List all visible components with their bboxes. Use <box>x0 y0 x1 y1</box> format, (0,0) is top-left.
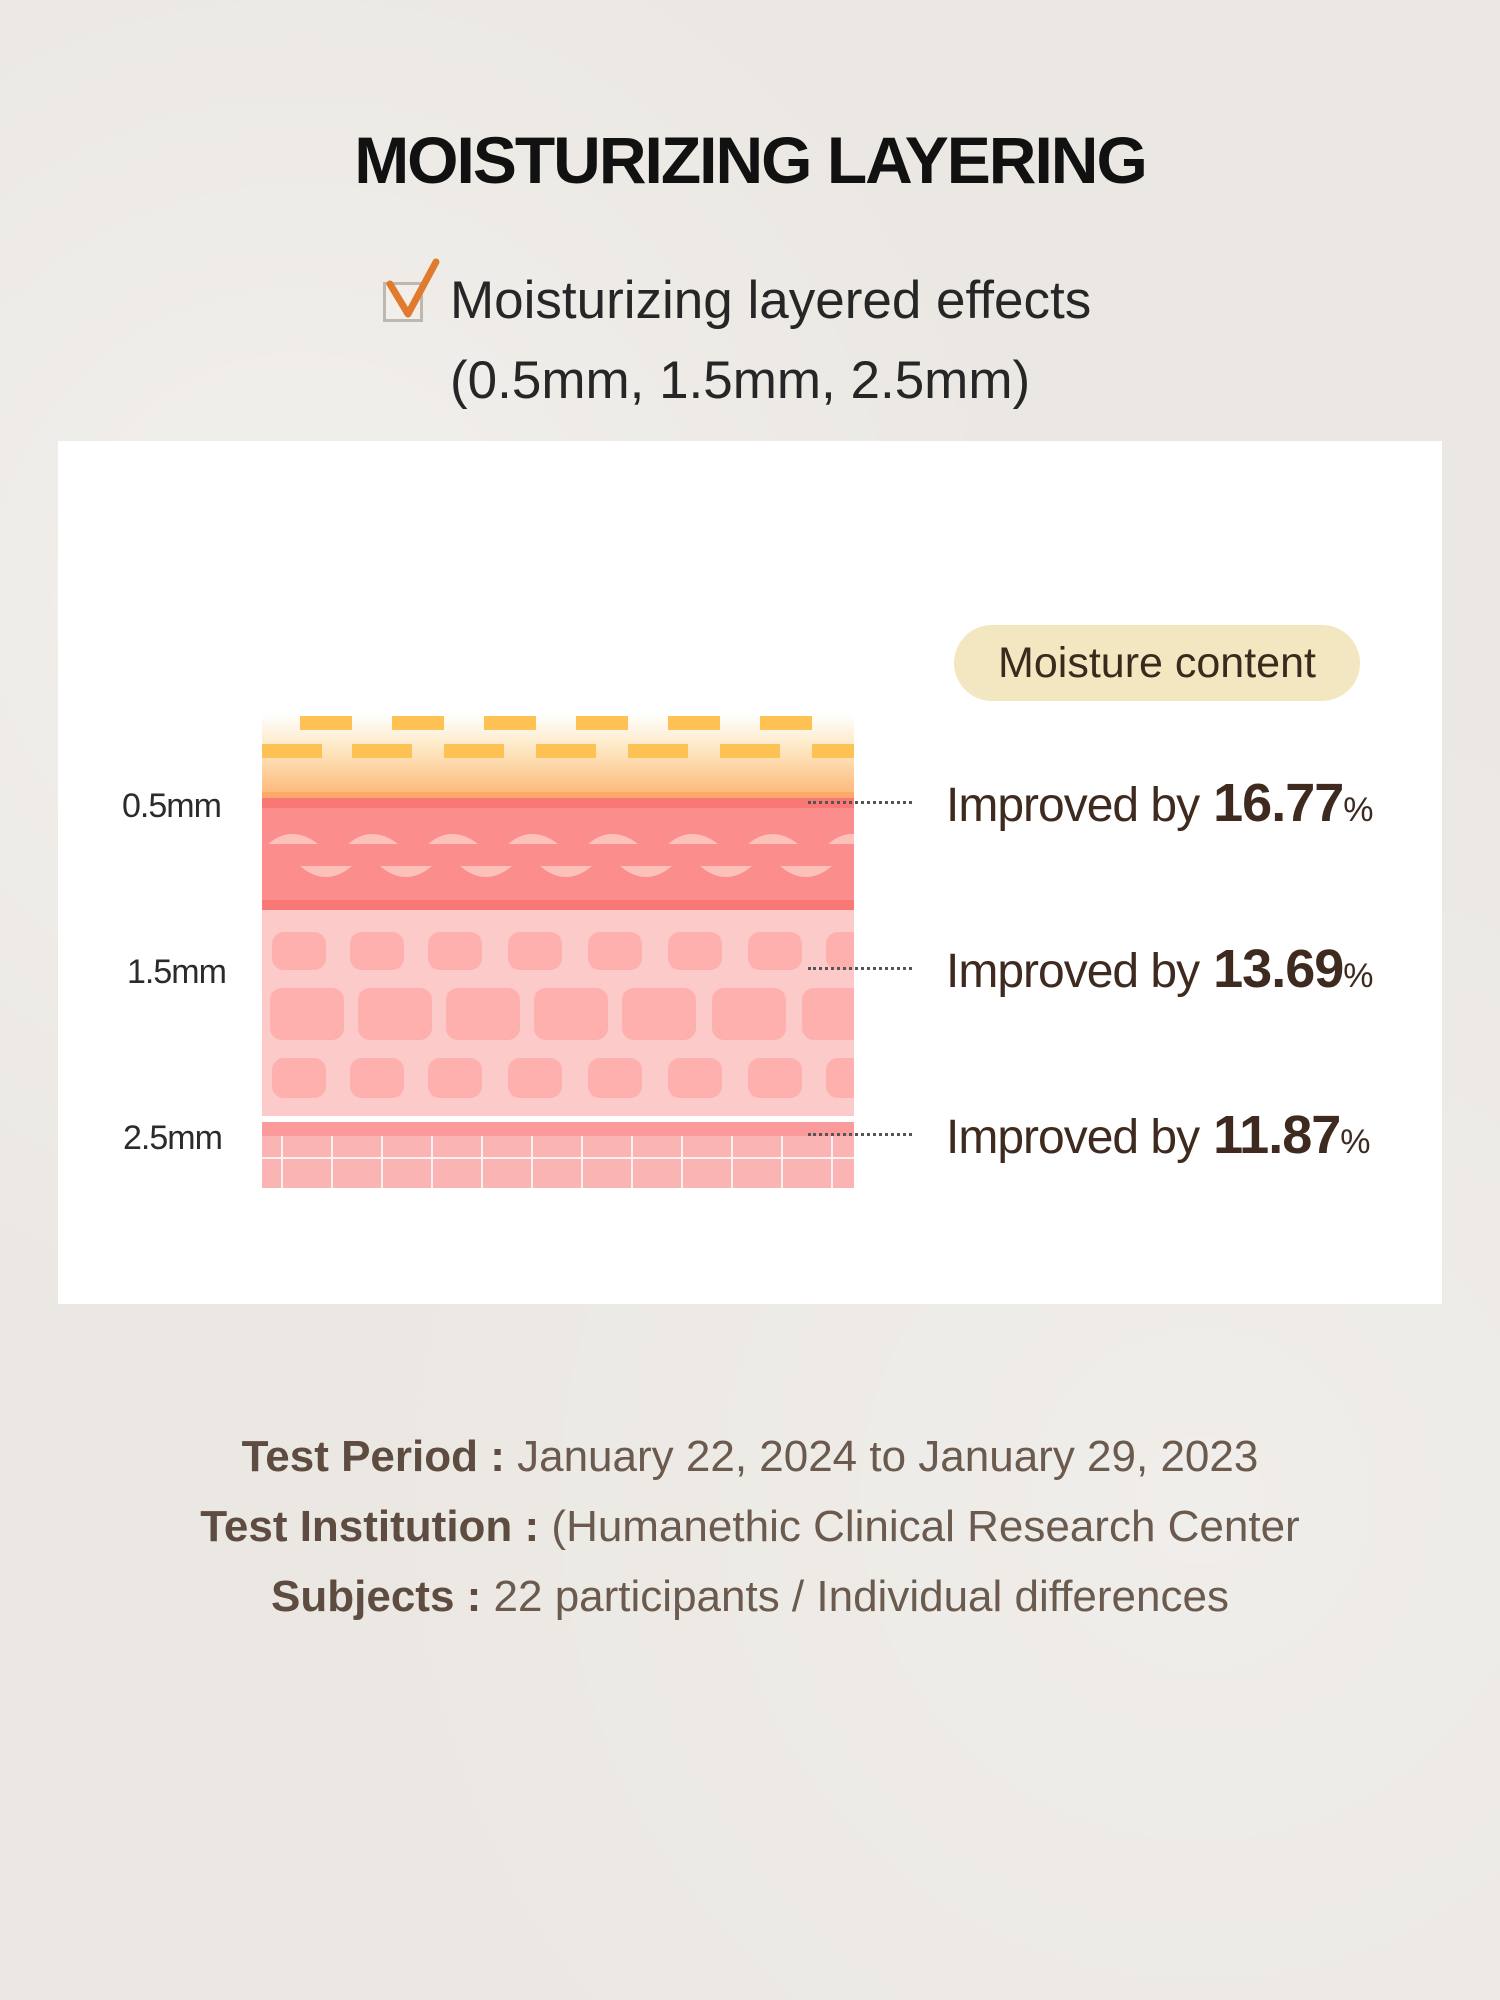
epidermis-band <box>262 798 854 908</box>
result-1-5mm: Improved by 13.69% <box>946 938 1374 1000</box>
subtitle-line-1: Moisturizing layered effects <box>450 271 1092 330</box>
depth-label-1-5mm: 1.5mm <box>127 953 227 991</box>
result-prefix: Improved by <box>946 945 1200 998</box>
result-unit: % <box>1340 1123 1370 1161</box>
result-unit: % <box>1343 791 1373 829</box>
result-2-5mm: Improved by 11.87% <box>946 1104 1371 1166</box>
page-title: MOISTURIZING LAYERING <box>354 123 1148 197</box>
result-value: 13.69 <box>1213 939 1344 999</box>
result-0-5mm: Improved by 16.77% <box>946 772 1374 834</box>
test-institution: Test Institution : (Humanethic Clinical … <box>0 1502 1500 1552</box>
checkmark-icon <box>386 258 440 318</box>
test-institution-label: Test Institution : <box>200 1502 540 1551</box>
result-unit: % <box>1343 957 1373 995</box>
subjects: Subjects : 22 participants / Individual … <box>0 1572 1500 1622</box>
test-period: Test Period : January 22, 2024 to Januar… <box>0 1432 1500 1482</box>
dermis-cells <box>270 932 854 1098</box>
result-prefix: Improved by <box>946 1111 1200 1164</box>
subtitle-line-2: (0.5mm, 1.5mm, 2.5mm) <box>450 351 1031 410</box>
result-value: 11.87 <box>1213 1105 1341 1165</box>
leader-dots <box>808 801 912 804</box>
leader-dots <box>808 967 912 970</box>
test-institution-value: (Humanethic Clinical Research Center <box>539 1502 1300 1551</box>
result-prefix: Improved by <box>946 779 1200 832</box>
leader-dots <box>808 1133 912 1136</box>
result-value: 16.77 <box>1213 773 1344 833</box>
subjects-value: 22 participants / Individual differences <box>481 1572 1229 1621</box>
depth-label-2-5mm: 2.5mm <box>123 1119 223 1157</box>
epidermis-cells <box>268 834 854 877</box>
skin-layers-illustration <box>262 714 854 1188</box>
test-period-value: January 22, 2024 to January 29, 2023 <box>504 1432 1259 1481</box>
subjects-label: Subjects : <box>271 1572 482 1621</box>
surface-dashes <box>262 716 854 758</box>
subcutis-band <box>262 1136 854 1188</box>
depth-label-0-5mm: 0.5mm <box>122 787 222 825</box>
moisture-content-badge: Moisture content <box>954 625 1360 701</box>
test-period-label: Test Period : <box>241 1432 505 1481</box>
